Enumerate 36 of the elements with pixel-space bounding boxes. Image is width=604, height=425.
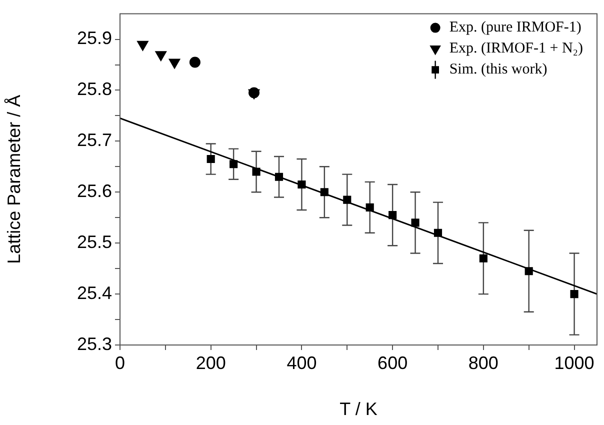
point xyxy=(274,172,284,181)
point xyxy=(230,160,238,168)
point xyxy=(168,58,180,69)
y-tick-label: 25.6 xyxy=(76,181,112,202)
legend-label: Exp. (pure IRMOF-1) xyxy=(449,20,582,36)
x-tick-label: 200 xyxy=(196,352,226,373)
x-tick-label: 400 xyxy=(286,352,317,373)
point xyxy=(137,40,148,51)
point xyxy=(320,188,328,196)
legend-label: Exp. (IRMOF-1 + N₂) xyxy=(449,40,584,57)
y-tick-label: 25.9 xyxy=(76,28,112,48)
point xyxy=(434,228,442,237)
point xyxy=(298,180,306,189)
y-tick-label: 25.7 xyxy=(76,130,112,150)
point xyxy=(388,211,397,220)
point xyxy=(252,168,260,176)
point xyxy=(366,203,374,212)
point xyxy=(479,254,488,262)
point xyxy=(155,51,167,62)
y-tick-label: 25.4 xyxy=(76,283,112,304)
x-axis-title: T / K xyxy=(340,399,378,420)
point xyxy=(411,218,420,227)
point xyxy=(189,56,200,68)
x-tick-label: 0 xyxy=(114,352,126,373)
y-tick-label: 25.8 xyxy=(76,79,112,100)
point xyxy=(206,154,215,164)
legend-label: Sim. (this work) xyxy=(449,62,548,78)
x-tick-label: 800 xyxy=(468,352,498,373)
y-tick-label: 25.3 xyxy=(76,334,112,354)
y-axis-title: Lattice Parameter / Å xyxy=(4,94,24,264)
point xyxy=(570,290,578,298)
x-tick-label: 1000 xyxy=(554,352,594,373)
y-tick-label: 25.5 xyxy=(76,232,112,252)
x-tick-label: 600 xyxy=(378,352,408,373)
point xyxy=(343,196,352,204)
point xyxy=(524,267,533,276)
